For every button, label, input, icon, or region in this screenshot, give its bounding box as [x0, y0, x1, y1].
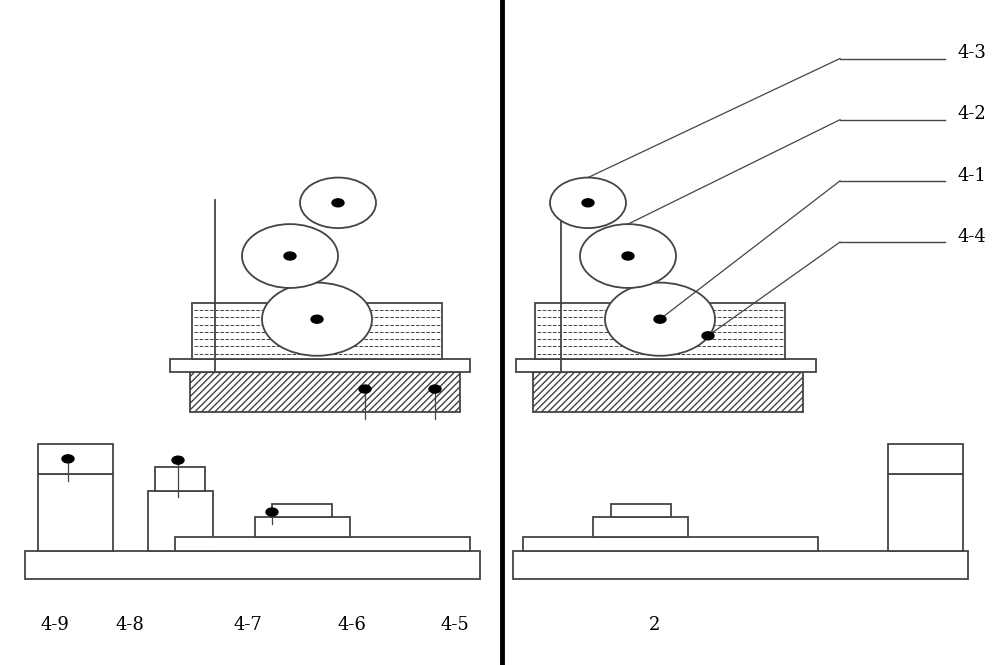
Text: 4-9: 4-9: [41, 616, 69, 634]
Text: 4-3: 4-3: [958, 44, 987, 63]
Bar: [533, 372, 803, 412]
Text: 4-8: 4-8: [116, 616, 144, 634]
Text: 4-1: 4-1: [958, 166, 987, 185]
Bar: [155, 467, 205, 491]
Circle shape: [605, 283, 715, 356]
Circle shape: [300, 178, 376, 228]
Bar: [255, 517, 350, 537]
Text: 4-7: 4-7: [234, 616, 262, 634]
Bar: [611, 504, 671, 517]
Circle shape: [266, 508, 278, 516]
Bar: [516, 359, 816, 372]
Circle shape: [429, 385, 441, 393]
Circle shape: [622, 252, 634, 260]
Bar: [25, 551, 480, 579]
Bar: [175, 537, 470, 551]
Circle shape: [284, 252, 296, 260]
Circle shape: [582, 199, 594, 207]
Text: 4-5: 4-5: [441, 616, 469, 634]
Bar: [148, 491, 213, 551]
Bar: [888, 474, 963, 551]
Circle shape: [702, 332, 714, 340]
Bar: [170, 359, 470, 372]
Circle shape: [359, 385, 371, 393]
Bar: [38, 444, 113, 474]
Circle shape: [332, 199, 344, 207]
Bar: [513, 551, 968, 579]
Bar: [190, 372, 460, 412]
Text: 4-4: 4-4: [958, 227, 987, 246]
Bar: [192, 303, 442, 359]
Bar: [523, 537, 818, 551]
Bar: [272, 504, 332, 517]
Circle shape: [654, 315, 666, 323]
Circle shape: [262, 283, 372, 356]
Text: 2: 2: [649, 616, 661, 634]
Circle shape: [242, 224, 338, 288]
Circle shape: [550, 178, 626, 228]
Circle shape: [172, 456, 184, 464]
Bar: [535, 303, 785, 359]
Circle shape: [580, 224, 676, 288]
Bar: [888, 444, 963, 474]
Circle shape: [311, 315, 323, 323]
Bar: [38, 474, 113, 551]
Text: 4-6: 4-6: [338, 616, 366, 634]
Bar: [593, 517, 688, 537]
Circle shape: [62, 455, 74, 463]
Text: 4-2: 4-2: [958, 105, 987, 124]
